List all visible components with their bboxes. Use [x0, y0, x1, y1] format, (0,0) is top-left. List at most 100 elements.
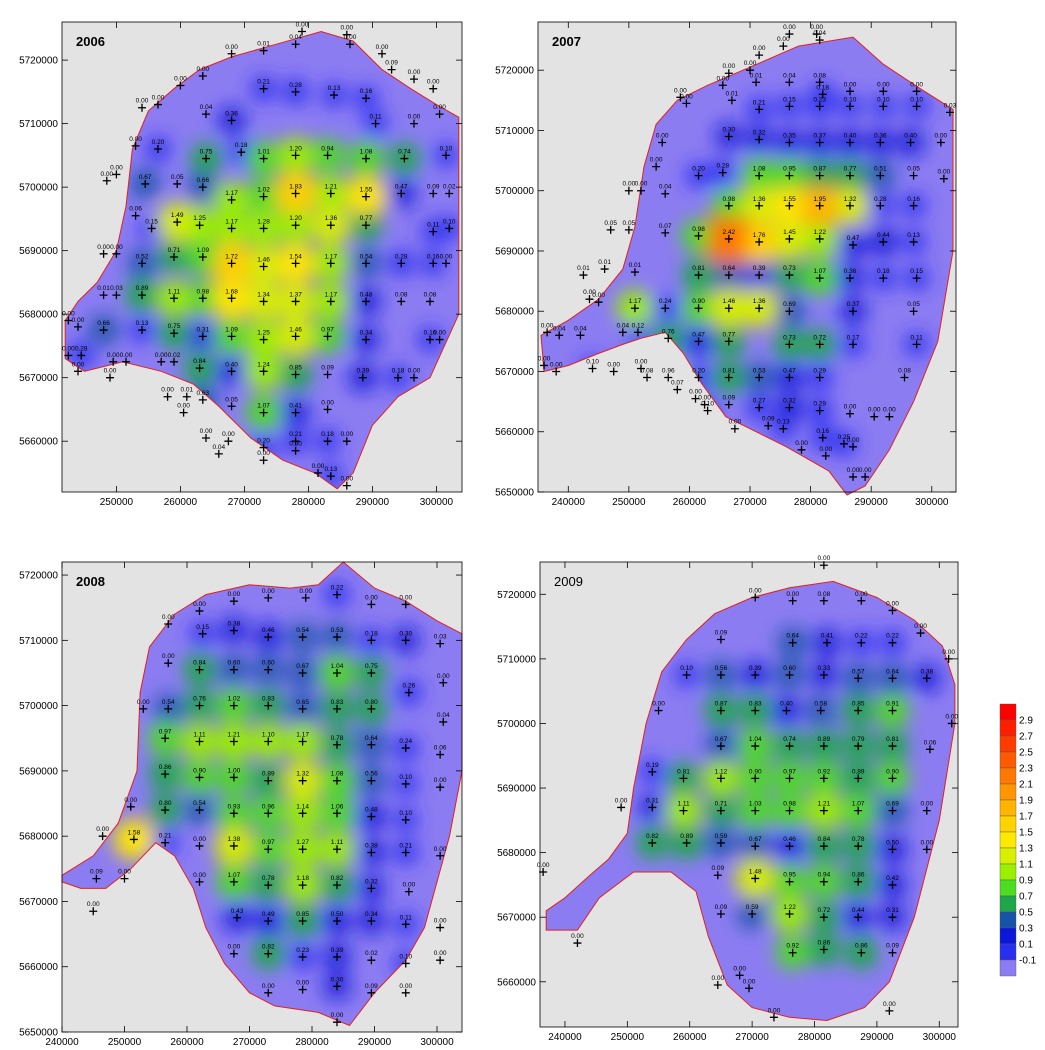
x-tick-label: 240000: [548, 1032, 582, 1043]
x-tick-label: 260000: [164, 497, 198, 508]
sample-value-label: 0.41: [289, 403, 302, 410]
sample-points: 0.00 0.000.000.000.040.000.000.00 0.01 0.04…: [538, 24, 957, 481]
legend-color-box: [999, 735, 1017, 753]
sample-value-label: 0.20: [692, 166, 705, 173]
sample-value-label: 0.09: [715, 904, 728, 911]
sample-point-marker: [939, 174, 948, 183]
sample-value-label: 0.18: [816, 84, 829, 91]
sample-value-label: 0.34: [360, 330, 373, 337]
sample-point-marker: [367, 917, 376, 926]
map-panel-2007: 240000 250000 260000 270000 280000 290000 3000…: [478, 0, 1038, 510]
sample-point-marker: [326, 189, 335, 198]
sample-value-label: 0.00: [810, 24, 823, 31]
sample-point-marker: [845, 102, 854, 111]
sample-value-label: 0.00: [162, 614, 175, 621]
sample-point-marker: [333, 590, 341, 599]
sample-value-label: 0.54: [162, 699, 175, 706]
sample-point-marker: [815, 36, 824, 45]
sample-point-marker: [654, 706, 663, 715]
sample-value-label: 0.00: [698, 395, 711, 402]
sample-value-label: 0.60: [262, 660, 275, 667]
sample-value-label: 0.10: [586, 358, 599, 365]
y-tick-label: 5680000: [497, 848, 536, 859]
sample-value-label: 0.98: [783, 801, 796, 808]
sample-point-marker: [264, 917, 273, 926]
sample-value-label: 0.21: [257, 79, 270, 86]
sample-point-marker: [785, 340, 794, 349]
sample-value-label: 0.83: [262, 696, 275, 703]
sample-point-marker: [436, 956, 445, 965]
sample-point-marker: [751, 842, 760, 851]
sample-point-marker: [819, 671, 828, 680]
sample-point-marker: [198, 253, 207, 261]
y-tick-label: 5700000: [19, 183, 58, 194]
sample-point-marker: [819, 806, 828, 815]
sample-value-label: 0.00: [777, 36, 790, 43]
y-tick-label: 5650000: [495, 488, 534, 499]
sample-point-marker: [397, 259, 406, 268]
sample-value-label: 0.52: [136, 253, 149, 260]
sample-point-marker: [922, 845, 931, 854]
sample-value-label: 0.00: [935, 133, 948, 140]
sample-value-label: 0.16: [816, 428, 829, 435]
sample-value-label: 0.15: [783, 96, 796, 103]
sample-value-label: 0.18: [392, 368, 405, 375]
sample-value-label: 0.00: [120, 352, 133, 359]
sample-value-label: 0.28: [716, 163, 729, 170]
sample-value-label: 0.95: [783, 166, 796, 173]
sample-value-label: 0.29: [813, 368, 826, 375]
sample-value-label: 0.85: [289, 365, 302, 372]
sample-value-label: 0.09: [427, 183, 440, 190]
sample-value-label: 0.00: [97, 244, 110, 251]
sample-value-label: 0.00: [262, 588, 275, 595]
sample-value-label: 1.17: [296, 732, 309, 739]
sample-points: 0.00 0.00 0.00 0.00 0.22 0.00 0.00 0.00 0.15 0.38…: [87, 585, 450, 1027]
legend-value-label: 2.9: [1019, 716, 1033, 727]
sample-value-label: 0.00: [910, 81, 923, 88]
sample-value-label: 0.71: [168, 247, 181, 254]
sample-value-label: 0.84: [193, 660, 206, 667]
sample-value-label: 0.82: [646, 833, 659, 840]
sample-point-marker: [264, 845, 273, 854]
sample-point-marker: [198, 183, 207, 192]
sample-value-label: 0.13: [328, 85, 341, 92]
sample-value-label: 0.56: [715, 665, 728, 672]
sample-value-label: 0.00: [107, 352, 120, 359]
sample-value-label: 0.00: [768, 1007, 781, 1014]
sample-point-marker: [845, 87, 854, 96]
sample-point-marker: [227, 332, 236, 341]
sample-point-marker: [264, 701, 273, 710]
sample-value-label: 1.49: [171, 212, 184, 219]
sample-value-label: 0.00: [340, 476, 353, 483]
sample-point-marker: [198, 294, 207, 303]
legend-value-label: 1.5: [1019, 828, 1033, 839]
sample-value-label: 1.02: [228, 696, 241, 703]
sample-value-label: 0.78: [852, 836, 865, 843]
legend-color-box: [999, 719, 1017, 737]
sample-point-marker: [925, 745, 934, 754]
sample-point-marker: [323, 405, 332, 414]
sample-point-marker: [724, 132, 733, 141]
sample-value-label: 0.00: [434, 918, 447, 925]
sample-point-marker: [815, 234, 824, 243]
sample-value-label: 0.00: [408, 69, 421, 76]
sample-point-marker: [579, 271, 588, 280]
sample-value-label: 0.91: [886, 701, 899, 708]
sample-value-label: 0.03: [434, 634, 447, 641]
sample-point-marker: [397, 189, 406, 198]
sample-point-marker: [573, 939, 582, 948]
sample-value-label: 0.08: [424, 291, 437, 298]
sample-point-marker: [849, 442, 858, 451]
sample-point-marker: [367, 668, 376, 677]
sample-point-marker: [922, 806, 931, 815]
sample-point-marker: [606, 225, 615, 234]
sample-point-marker: [173, 218, 182, 227]
sample-value-label: 0.00: [942, 649, 955, 656]
sample-value-label: 0.06: [129, 206, 142, 213]
sample-value-label: 0.72: [813, 334, 826, 341]
sample-value-label: 0.04: [437, 712, 450, 719]
sample-value-label: 0.00: [408, 368, 421, 375]
sample-point-marker: [624, 225, 633, 234]
sample-point-marker: [769, 1013, 778, 1022]
y-tick-label: 5720000: [497, 590, 536, 601]
